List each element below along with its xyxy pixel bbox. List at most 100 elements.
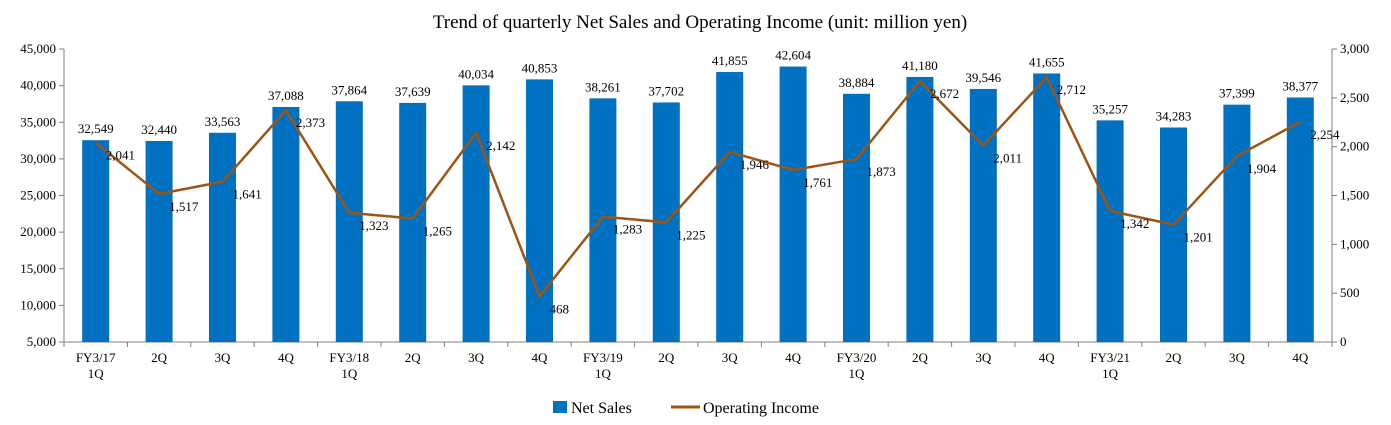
x-tick-label: 2Q <box>151 350 168 365</box>
x-tick-label: 3Q <box>722 350 739 365</box>
bar-net-sales <box>969 88 997 342</box>
line-data-label: 1,342 <box>1120 216 1149 231</box>
line-data-label: 1,946 <box>740 157 770 172</box>
bar-data-label: 40,034 <box>458 66 494 81</box>
x-tick-label: FY3/21 <box>1090 350 1130 365</box>
bar-data-label: 33,563 <box>205 114 241 129</box>
left-tick-label: 15,000 <box>20 261 56 276</box>
x-tick-label: FY3/19 <box>583 350 623 365</box>
x-tick-label: 2Q <box>1166 350 1183 365</box>
line-data-label: 2,041 <box>106 148 135 163</box>
right-tick-label: 1,500 <box>1340 188 1369 203</box>
right-tick-label: 2,500 <box>1340 90 1369 105</box>
bar-net-sales <box>209 132 236 342</box>
line-data-label: 1,873 <box>867 164 896 179</box>
bar-data-label: 41,655 <box>1029 55 1065 70</box>
x-tick-label: 1Q <box>341 366 358 381</box>
x-tick-label: 4Q <box>785 350 802 365</box>
legend-label-operating-income: Operating Income <box>703 400 819 417</box>
bar-data-label: 41,855 <box>712 53 748 68</box>
bar-net-sales <box>589 98 617 342</box>
line-data-label: 1,761 <box>803 175 832 190</box>
line-data-label: 2,712 <box>1057 82 1086 97</box>
bar-net-sales <box>145 141 173 342</box>
right-tick-label: 500 <box>1340 285 1360 300</box>
x-tick-label: 3Q <box>468 350 485 365</box>
bar-net-sales <box>1286 97 1314 342</box>
bar-data-label: 37,864 <box>331 82 367 97</box>
bar-data-label: 35,257 <box>1092 101 1128 116</box>
bar-data-label: 37,399 <box>1219 86 1255 101</box>
bar-data-label: 41,180 <box>902 58 938 73</box>
left-tick-label: 30,000 <box>20 151 56 166</box>
line-data-label: 2,373 <box>296 115 325 130</box>
line-data-label: 1,517 <box>169 199 199 214</box>
x-tick-label: 1Q <box>88 366 105 381</box>
x-tick-label: 4Q <box>278 350 295 365</box>
legend: Net Sales Operating Income <box>553 400 819 417</box>
bar-data-label: 38,261 <box>585 79 621 94</box>
x-tick-label: FY3/20 <box>837 350 877 365</box>
chart-title: Trend of quarterly Net Sales and Operati… <box>433 12 967 33</box>
bar-net-sales <box>1096 120 1124 342</box>
bar-data-label: 40,853 <box>522 60 558 75</box>
x-tick-label: 1Q <box>595 366 612 381</box>
x-tick-label: 1Q <box>849 366 866 381</box>
line-data-label: 2,672 <box>930 86 959 101</box>
line-data-label: 1,201 <box>1184 230 1213 245</box>
left-tick-label: 10,000 <box>20 297 56 312</box>
bar-data-label: 38,884 <box>839 75 875 90</box>
right-tick-label: 1,000 <box>1340 236 1369 251</box>
plot-area: 5,000 10,000 15,000 20,000 25,000 30,000 35,00… <box>20 41 1369 381</box>
line-data-label: 1,265 <box>423 223 452 238</box>
bar-data-label: 32,549 <box>78 121 114 136</box>
line-data-label: 468 <box>550 301 570 316</box>
bar-data-label: 32,440 <box>141 122 177 137</box>
bar-net-sales <box>526 79 553 343</box>
x-tick-label: 2Q <box>405 350 422 365</box>
bar-net-sales <box>906 76 934 342</box>
line-data-label: 1,225 <box>676 227 705 242</box>
line-data-label: 1,323 <box>359 218 388 233</box>
bar-data-label: 39,546 <box>965 70 1001 85</box>
left-tick-label: 35,000 <box>20 114 56 129</box>
bar-net-sales <box>335 101 363 342</box>
left-tick-label: 5,000 <box>27 334 56 349</box>
line-data-label: 1,283 <box>613 222 642 237</box>
bar-data-label: 34,283 <box>1156 109 1192 124</box>
bar-net-sales <box>399 102 427 342</box>
bar-net-sales <box>779 66 807 343</box>
right-tick-label: 3,000 <box>1340 41 1369 56</box>
x-tick-label: 2Q <box>658 350 675 365</box>
bar-net-sales <box>716 72 744 343</box>
bar-net-sales <box>843 93 870 342</box>
bar-net-sales <box>1033 73 1061 342</box>
bar-data-label: 37,639 <box>395 84 431 99</box>
line-data-label: 1,904 <box>1247 161 1277 176</box>
left-tick-label: 40,000 <box>20 78 56 93</box>
left-tick-label: 20,000 <box>20 224 56 239</box>
left-tick-label: 25,000 <box>20 188 56 203</box>
right-tick-label: 2,000 <box>1340 139 1369 154</box>
line-data-label: 2,142 <box>486 138 515 153</box>
line-data-label: 1,641 <box>233 187 262 202</box>
x-tick-label: 4Q <box>1039 350 1056 365</box>
bar-data-label: 37,088 <box>268 88 304 103</box>
line-operating-income <box>94 75 1301 298</box>
bar-data-label: 38,377 <box>1282 79 1318 94</box>
x-tick-label: 1Q <box>1102 366 1119 381</box>
x-tick-label: FY3/17 <box>76 350 116 365</box>
bar-data-label: 42,604 <box>775 48 811 63</box>
x-tick-label: 3Q <box>975 350 992 365</box>
x-tick-label: FY3/18 <box>329 350 369 365</box>
left-tick-label: 45,000 <box>20 41 56 56</box>
line-data-label: 2,254 <box>1310 127 1340 142</box>
line-data-label: 2,011 <box>993 151 1022 166</box>
x-tick-label: 3Q <box>1229 350 1246 365</box>
bar-net-sales <box>1160 127 1187 343</box>
x-tick-label: 4Q <box>532 350 549 365</box>
legend-label-net-sales: Net Sales <box>571 400 632 417</box>
x-tick-label: 3Q <box>215 350 232 365</box>
bar-data-label: 37,702 <box>648 83 684 98</box>
